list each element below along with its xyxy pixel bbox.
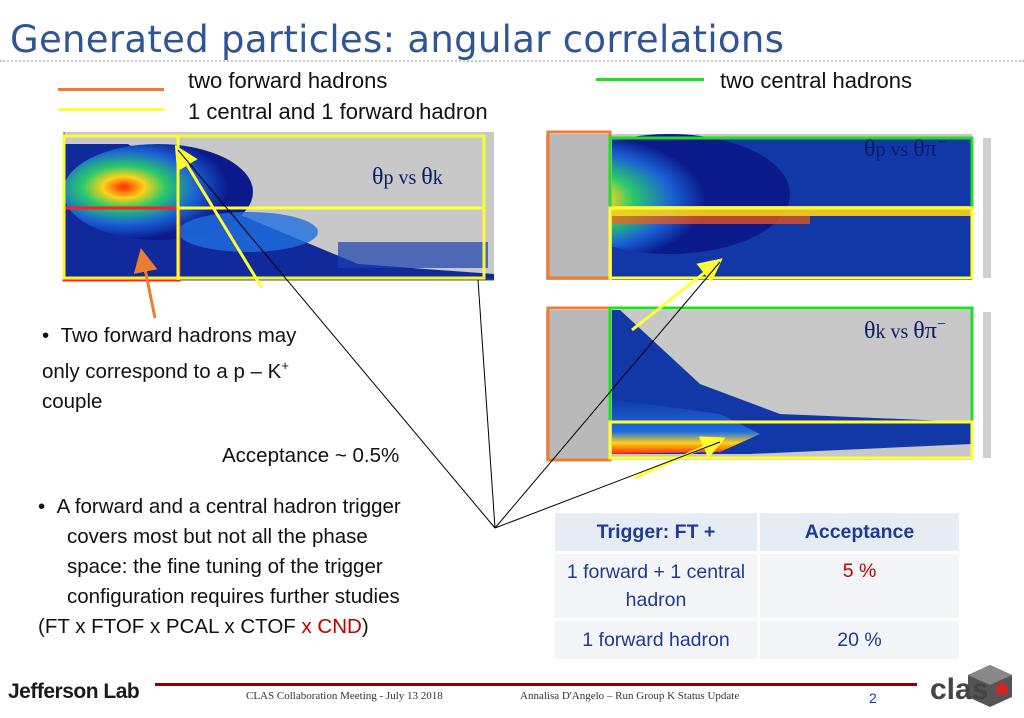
bullet-forward-line2: only correspond to a p – K+ [42,358,289,383]
acceptance-table: Trigger: FT + Acceptance 1 forward + 1 c… [555,513,959,662]
heatmap-theta-p-vs-theta-pi [546,130,991,280]
footer-author: Annalisa D'Angelo – Run Group K Status U… [520,690,740,702]
bullet-dot: • [38,495,57,518]
connector-4 [494,441,721,529]
legend-line-mixed [58,108,164,111]
bullet-trigger-line5: (FT x FTOF x PCAL x CTOF x CND) [38,615,369,638]
bullet-trigger-line1: • A forward and a central hadron trigger [38,495,401,518]
header-acceptance: Acceptance [757,513,959,554]
legend-label-forward: two forward hadrons [188,68,388,93]
clas-logo: clas [928,663,1020,713]
slide-title: Generated particles: angular correlation… [10,18,785,61]
cell-acceptance: 20 % [757,621,959,662]
heatmap-theta-k-vs-theta-pi [546,306,991,462]
legend-label-central: two central hadrons [720,68,912,93]
legend-line-forward [58,88,164,91]
connector-1 [177,149,496,529]
table-header-row: Trigger: FT + Acceptance [555,513,959,554]
plot-label-theta-p-vs-theta-pi: θp vs θπ− [864,134,946,162]
header-trigger: Trigger: FT + [555,513,757,554]
connector-3 [494,261,721,529]
plot-label-theta-p-vs-theta-k: θp vs θk [372,164,443,190]
plot-label-theta-k-vs-theta-pi: θk vs θπ− [864,316,946,344]
footer-meeting: CLAS Collaboration Meeting - July 13 201… [246,690,443,702]
bullet-trigger: • A forward and a central hadron trigger… [38,492,498,642]
clas-logo-text: clas [930,673,989,706]
jefferson-lab-logo: Jefferson Lab [8,680,140,703]
acceptance-note: Acceptance ~ 0.5% [222,444,400,467]
table-row: 1 forward hadron 20 % [555,621,959,662]
heatmap-theta-p-vs-theta-k [62,132,494,282]
bullet-trigger-line4: configuration requires further studies [67,585,400,608]
bullet-forward-hadrons: • Two forward hadrons may only correspon… [42,321,342,417]
cell-trigger: 1 forward + 1 central hadron [555,554,757,621]
clas-logo-cube-icon [968,665,1012,707]
bullet-forward-line1: • Two forward hadrons may [42,324,297,347]
table-row: 1 forward + 1 central hadron 5 % [555,554,959,621]
page-number: 2 [869,690,877,706]
connector-2 [477,279,496,529]
cell-trigger: 1 forward hadron [555,621,757,662]
title-divider [0,60,1024,62]
arrow-orange [133,248,158,319]
bullet-trigger-line3: space: the fine tuning of the trigger [67,555,383,578]
arrow-yellow-right-top [631,258,723,332]
bullet-trigger-line2: covers most but not all the phase [67,525,368,548]
cell-acceptance: 5 % [757,554,959,621]
legend-line-central [596,78,704,81]
arrow-yellow-right-bottom [633,436,726,480]
arrow-yellow-upper [174,144,264,289]
legend-label-mixed: 1 central and 1 forward hadron [188,99,488,124]
bullet-dot: • [42,324,61,347]
bullet-forward-line3: couple [42,389,103,413]
footer-divider [155,683,917,686]
